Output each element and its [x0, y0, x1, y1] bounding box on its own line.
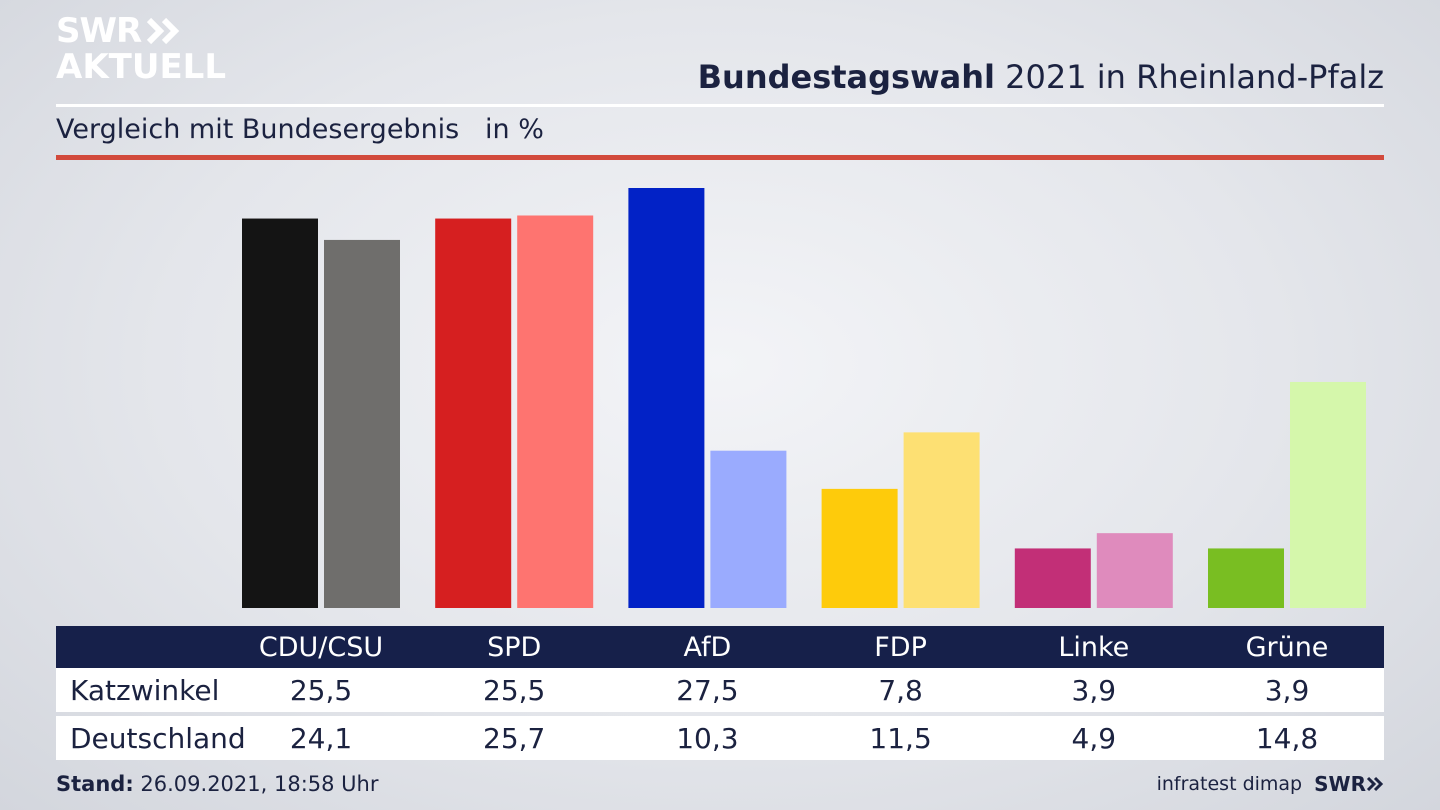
logo-swr: SWR — [56, 11, 142, 51]
bar-fdp-katzwinkel — [821, 488, 898, 608]
stand-value: 26.09.2021, 18:58 Uhr — [133, 772, 379, 796]
column-header: AfD — [683, 631, 732, 663]
value-label: 4,9 — [1071, 721, 1117, 755]
chart-subtitle: Vergleich mit Bundesergebnis in % — [56, 114, 544, 145]
bar-afd-deutschland — [710, 450, 787, 608]
swr-aktuell-logo: SWR AKTUELL — [56, 14, 226, 84]
logo-chevron-icon — [147, 17, 180, 45]
bar-fdp-deutschland — [903, 432, 980, 608]
bar-cdu-csu-deutschland — [324, 239, 400, 608]
row-label: Katzwinkel — [70, 673, 220, 707]
value-label: 11,5 — [869, 721, 932, 755]
value-label: 10,3 — [676, 721, 739, 755]
column-header: Linke — [1058, 631, 1130, 663]
bar-gr-ne-deutschland — [1290, 381, 1366, 608]
bar-gr-ne-katzwinkel — [1208, 548, 1284, 608]
bar-spd-deutschland — [517, 215, 594, 608]
results-table: CDU/CSU SPD AfD FDP Linke Grüne Katzwinkel 25… — [56, 626, 1384, 760]
value-label: 27,5 — [676, 673, 739, 707]
column-header: SPD — [487, 631, 542, 663]
table-row: Deutschland 24,1 25,7 10,3 11,5 4,9 14,8 — [56, 716, 1384, 760]
table-row: Katzwinkel 25,5 25,5 27,5 7,8 3,9 3,9 — [56, 668, 1384, 712]
footer-brand: SWR — [1314, 772, 1366, 796]
table-header-row: CDU/CSU SPD AfD FDP Linke Grüne — [56, 626, 1384, 668]
accent-divider — [56, 155, 1384, 160]
value-label: 14,8 — [1255, 721, 1319, 755]
bar-cdu-csu-katzwinkel — [242, 218, 318, 608]
source-credit: infratest dimap SWR — [1157, 772, 1384, 796]
bar-chart — [242, 188, 1366, 608]
value-label: 3,9 — [1071, 673, 1117, 707]
value-label: 25,5 — [483, 673, 546, 707]
bar-linke-katzwinkel — [1014, 548, 1091, 608]
value-label: 7,8 — [878, 673, 923, 707]
bar-spd-katzwinkel — [435, 218, 512, 608]
column-header: Grüne — [1245, 631, 1329, 663]
bar-afd-katzwinkel — [628, 188, 705, 608]
title-bold: Bundestagswahl — [697, 58, 995, 96]
page-title: Bundestagswahl 2021 in Rheinland-Pfalz — [698, 58, 1384, 96]
source-label: infratest dimap — [1156, 773, 1303, 795]
value-label: 25,7 — [483, 721, 546, 755]
bar-linke-deutschland — [1096, 533, 1173, 608]
title-rest: 2021 in Rheinland-Pfalz — [995, 58, 1384, 96]
stand-label: Stand: — [56, 772, 134, 796]
timestamp: Stand: 26.09.2021, 18:58 Uhr — [56, 772, 379, 796]
row-label: Deutschland — [70, 721, 246, 755]
value-label: 3,9 — [1264, 673, 1310, 707]
header-divider — [56, 104, 1384, 107]
value-label: 25,5 — [289, 673, 353, 707]
logo-aktuell: AKTUELL — [56, 47, 227, 87]
column-header: FDP — [874, 631, 927, 663]
value-label: 24,1 — [289, 721, 353, 755]
footer-chevron-icon — [1366, 776, 1384, 792]
column-header: CDU/CSU — [258, 631, 384, 663]
swr-footer-logo: SWR — [1314, 772, 1384, 796]
